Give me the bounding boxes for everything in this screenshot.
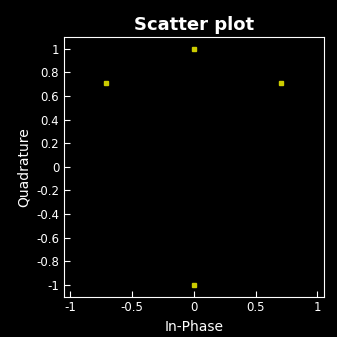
Title: Scatter plot: Scatter plot (134, 16, 254, 34)
Channel 1 (279, 82, 283, 86)
Y-axis label: Quadrature: Quadrature (17, 127, 31, 207)
Line: Channel 1: Channel 1 (104, 47, 283, 287)
Channel 1 (104, 82, 109, 86)
Channel 1 (192, 47, 196, 51)
Channel 1 (192, 283, 196, 287)
X-axis label: In-Phase: In-Phase (164, 320, 223, 334)
